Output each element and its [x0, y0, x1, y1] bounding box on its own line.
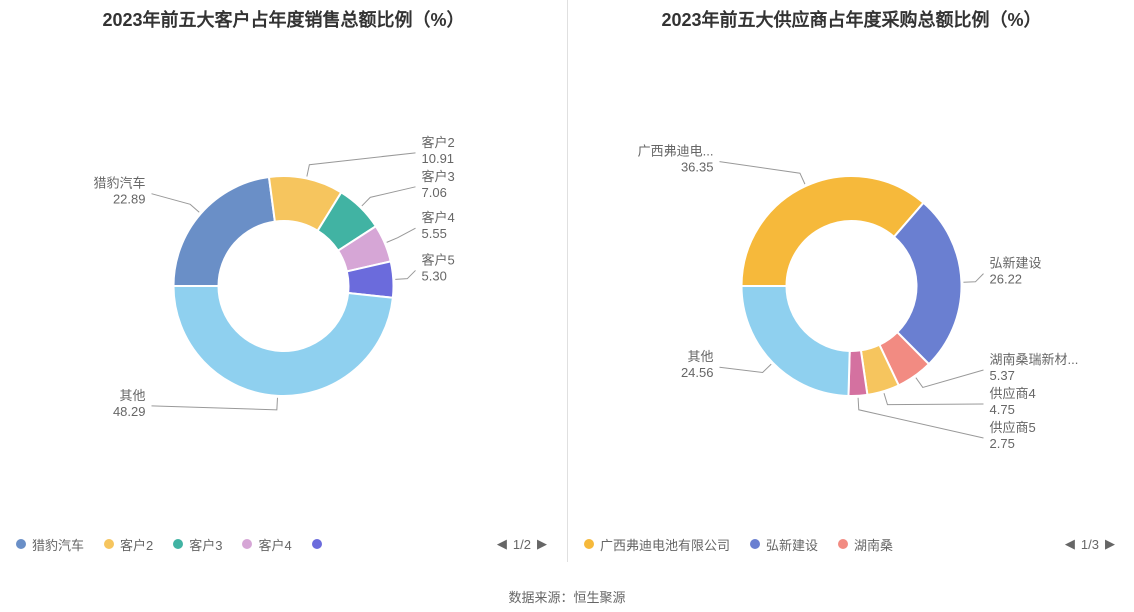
data-source-line: 数据来源：恒生聚源: [0, 587, 1134, 606]
slice-label: 湖南桑瑞新材...5.37: [990, 352, 1079, 383]
legend-swatch: [242, 539, 252, 549]
chart-area-customers: 猎豹汽车22.89 客户210.91客户37.06 客户45.55 客户55.30 其他…: [16, 60, 551, 492]
slice-label: 客户37.06: [422, 169, 455, 200]
legend-swatch: [16, 539, 26, 549]
legend-swatch: [750, 539, 760, 549]
legend-page-text-customers: 1/2: [511, 537, 533, 552]
panel-customers: 2023年前五大客户占年度销售总额比例（%） 猎豹汽车22.89 客户210.91…: [0, 0, 568, 562]
legend-swatch: [838, 539, 848, 549]
label-leader: [152, 194, 200, 213]
slice-label: 客户45.55: [422, 210, 455, 241]
legend-item[interactable]: 湖南桑: [838, 535, 893, 554]
donut-slice[interactable]: [174, 286, 393, 396]
label-leader: [152, 398, 278, 410]
chart-area-suppliers: 广西弗迪电...36.35 弘新建设26.22 湖南桑瑞新材...5.37供应商44…: [584, 60, 1119, 492]
slice-label: 弘新建设26.22: [990, 256, 1042, 287]
donut-slice[interactable]: [742, 176, 924, 286]
panels: 2023年前五大客户占年度销售总额比例（%） 猎豹汽车22.89 客户210.91…: [0, 0, 1134, 562]
legend-page-text-suppliers: 1/3: [1079, 537, 1101, 552]
donut-chart-customers: 猎豹汽车22.89 客户210.91客户37.06 客户45.55 客户55.30 其他…: [16, 60, 551, 492]
legend-swatch: [173, 539, 183, 549]
legend-item[interactable]: 弘新建设: [750, 535, 818, 554]
label-leader: [720, 364, 772, 372]
legend-pager-customers: ◀ 1/2 ▶: [493, 536, 551, 552]
legend-swatch: [584, 539, 594, 549]
label-leader: [307, 153, 416, 177]
panel-suppliers: 2023年前五大供应商占年度采购总额比例（%） 广西弗迪电...36.35 弘新建…: [568, 0, 1134, 562]
legend-next-icon[interactable]: ▶: [1101, 536, 1119, 552]
chart-title-suppliers: 2023年前五大供应商占年度采购总额比例（%）: [584, 8, 1119, 56]
legend-item[interactable]: 客户2: [104, 535, 153, 554]
legend-swatch: [312, 539, 322, 549]
legend-label: 弘新建设: [766, 535, 818, 554]
slice-label: 供应商52.75: [990, 420, 1036, 451]
legend-next-icon[interactable]: ▶: [533, 536, 551, 552]
slice-label: 猎豹汽车22.89: [93, 176, 145, 207]
label-leader: [387, 228, 416, 242]
legend-item[interactable]: 客户3: [173, 535, 222, 554]
legend-label: 客户3: [189, 535, 222, 554]
donut-slice[interactable]: [174, 177, 275, 286]
legend-items-suppliers: 广西弗迪电池有限公司 弘新建设 湖南桑: [584, 535, 913, 554]
legend-item[interactable]: 猎豹汽车: [16, 535, 84, 554]
label-leader: [395, 270, 415, 279]
slice-label: 广西弗迪电...36.35: [638, 144, 714, 175]
label-leader: [884, 393, 984, 404]
legend-label: 客户4: [258, 535, 291, 554]
donut-slice[interactable]: [742, 286, 850, 396]
legend-items-customers: 猎豹汽车 客户2 客户3 客户4: [16, 535, 348, 554]
legend-item-next-peek[interactable]: [312, 539, 328, 549]
slice-label: 供应商44.75: [990, 386, 1036, 417]
label-leader: [916, 370, 984, 387]
legend-label: 猎豹汽车: [32, 535, 84, 554]
slice-label: 其他48.29: [113, 388, 146, 419]
legend-label: 广西弗迪电池有限公司: [600, 535, 730, 554]
legend-label: 客户2: [120, 535, 153, 554]
label-leader: [720, 162, 805, 185]
label-leader: [963, 274, 983, 283]
label-leader: [362, 187, 416, 206]
legend-swatch: [104, 539, 114, 549]
legend-item[interactable]: 客户4: [242, 535, 291, 554]
donut-chart-suppliers: 广西弗迪电...36.35 弘新建设26.22 湖南桑瑞新材...5.37供应商44…: [584, 60, 1119, 492]
legend-prev-icon[interactable]: ◀: [493, 536, 511, 552]
slice-label: 其他24.56: [681, 349, 714, 380]
legend-suppliers: 广西弗迪电池有限公司 弘新建设 湖南桑 ◀ 1/3 ▶: [568, 520, 1134, 568]
legend-pager-suppliers: ◀ 1/3 ▶: [1061, 536, 1119, 552]
chart-title-customers: 2023年前五大客户占年度销售总额比例（%）: [16, 8, 551, 56]
legend-customers: 猎豹汽车 客户2 客户3 客户4 ◀ 1/2 ▶: [0, 520, 567, 568]
slice-label: 客户210.91: [422, 135, 455, 166]
legend-prev-icon[interactable]: ◀: [1061, 536, 1079, 552]
slice-label: 客户55.30: [422, 252, 455, 283]
legend-item[interactable]: 广西弗迪电池有限公司: [584, 535, 730, 554]
legend-label: 湖南桑: [854, 535, 893, 554]
dashboard-root: 2023年前五大客户占年度销售总额比例（%） 猎豹汽车22.89 客户210.91…: [0, 0, 1134, 612]
